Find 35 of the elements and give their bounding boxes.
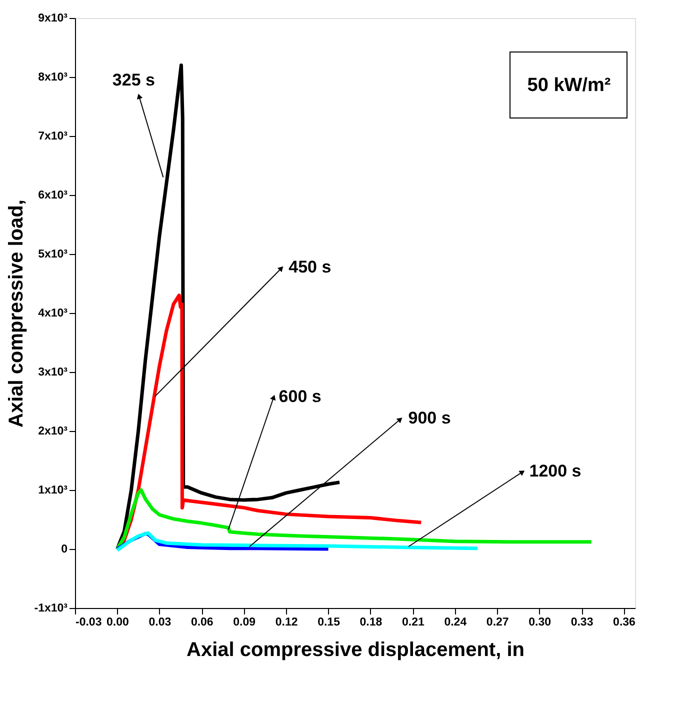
y-tick-label: 5x10³ <box>38 248 68 260</box>
annotation: 900 s <box>408 408 451 428</box>
x-tick-label: 0.09 <box>233 616 256 628</box>
y-tick-label: 8x10³ <box>38 72 68 84</box>
annotation: 325 s <box>112 70 155 90</box>
x-tick-label: 0.12 <box>275 616 298 628</box>
x-tick-label: 0.33 <box>570 616 594 628</box>
y-tick-label: -1x10³ <box>34 602 68 614</box>
x-axis-title: Axial compressive displacement, in <box>186 639 524 661</box>
line-series <box>115 488 594 551</box>
y-tick-label: 4x10³ <box>38 308 68 320</box>
y-axis-title: Axial compressive load, <box>5 200 28 428</box>
x-tick-label: 0.36 <box>613 616 636 628</box>
x-tick-label: 0.27 <box>486 616 509 628</box>
x-tick-label: 0.24 <box>444 616 468 628</box>
annotation: 450 s <box>288 258 332 277</box>
x-tick-label: 0.18 <box>360 616 383 628</box>
x-tick-label: -0.03 <box>76 616 102 628</box>
x-tick-label: 0.30 <box>528 616 552 628</box>
y-tick-label: 6x10³ <box>38 190 68 202</box>
line-series <box>115 531 480 552</box>
annotation: 600 s <box>278 386 322 406</box>
y-tick-label: 7x10³ <box>38 130 68 142</box>
x-tick-label: 0.00 <box>106 616 129 628</box>
y-tick-label: 3x10³ <box>38 366 68 378</box>
y-tick-label: 0 <box>61 544 68 556</box>
x-tick-label: 0.21 <box>402 616 425 628</box>
annotation: 50 kW/m² <box>527 75 611 96</box>
annotation: 1200 s <box>529 462 582 481</box>
y-tick-label: 1x10³ <box>38 484 68 496</box>
x-tick-label: 0.06 <box>190 616 214 628</box>
y-tick-label: 9x10³ <box>38 12 68 24</box>
y-tick-label: 2x10³ <box>38 426 68 438</box>
x-tick-label: 0.15 <box>318 616 341 628</box>
x-tick-label: 0.03 <box>148 616 172 628</box>
